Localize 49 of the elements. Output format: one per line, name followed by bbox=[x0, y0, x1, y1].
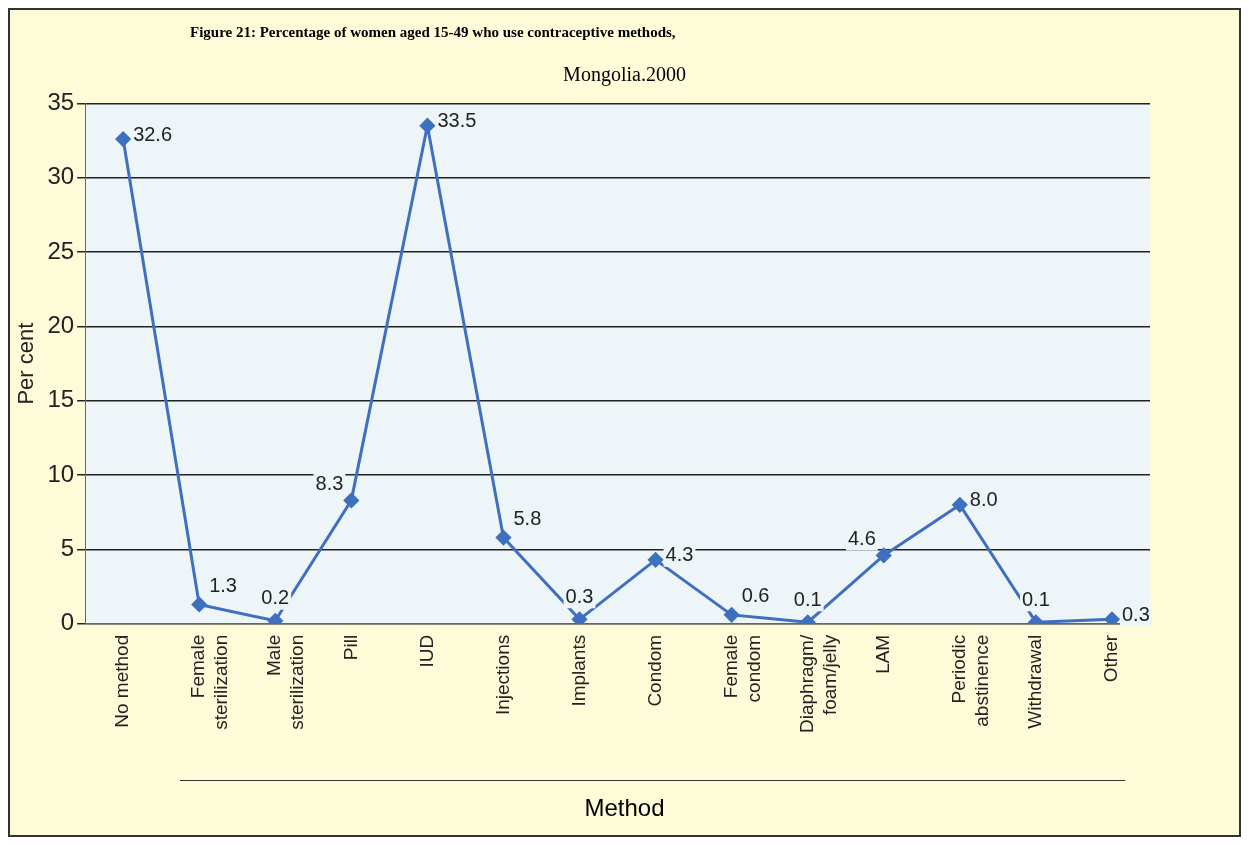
x-tick-label: Female sterilization bbox=[187, 634, 232, 730]
y-tick-label: 15 bbox=[47, 385, 75, 413]
x-tick-label: Periodic abstinence bbox=[948, 634, 992, 727]
x-tick-label: Female condom bbox=[719, 634, 764, 703]
x-tick-label: IUD bbox=[415, 634, 437, 668]
x-tick-label: Implants bbox=[567, 634, 589, 707]
y-tick-label: 25 bbox=[47, 236, 75, 264]
x-tick-label: Pill bbox=[339, 634, 361, 661]
x-tick-label: LAM bbox=[872, 634, 894, 674]
x-tick-label: No method bbox=[111, 634, 133, 728]
point bbox=[876, 547, 892, 563]
data-label: 4.6 bbox=[847, 526, 876, 549]
data-label: 0.1 bbox=[1022, 587, 1050, 610]
data-label: 0.3 bbox=[565, 584, 594, 607]
data-label: 32.6 bbox=[133, 122, 173, 145]
x-axis-title: Method bbox=[583, 794, 666, 822]
point bbox=[724, 607, 740, 623]
y-tick-label: 5 bbox=[60, 534, 75, 562]
y-tick-label: 35 bbox=[47, 88, 75, 116]
chart-subtitle: Mongolia.2000 bbox=[562, 63, 687, 86]
x-tick-label: Injections bbox=[491, 634, 513, 716]
x-tick-label: Withdrawal bbox=[1024, 634, 1046, 729]
data-label: 4.3 bbox=[665, 543, 694, 566]
point bbox=[572, 611, 588, 624]
data-label: 0.3 bbox=[1121, 602, 1150, 625]
point bbox=[495, 530, 511, 546]
point bbox=[191, 596, 207, 612]
x-tick-label: Condom bbox=[643, 634, 665, 707]
point bbox=[419, 118, 435, 134]
data-label: 5.8 bbox=[513, 507, 542, 530]
data-label: 8.0 bbox=[969, 488, 998, 511]
data-label: 33.5 bbox=[437, 109, 477, 132]
y-tick-label: 10 bbox=[47, 459, 75, 487]
x-tick-label: Other bbox=[1100, 634, 1122, 683]
data-label: 0.6 bbox=[741, 584, 770, 607]
chart-title: Figure 21: Percentage of women aged 15-49 who use contraceptive methods, bbox=[189, 23, 677, 41]
y-tick-label: 30 bbox=[47, 162, 75, 190]
data-label: 0.2 bbox=[261, 586, 290, 609]
point bbox=[1104, 611, 1120, 624]
data-label: 0.1 bbox=[793, 587, 822, 610]
point bbox=[343, 492, 359, 508]
point bbox=[952, 497, 968, 513]
data-label: 8.3 bbox=[315, 471, 344, 494]
point bbox=[648, 552, 664, 568]
point bbox=[115, 131, 131, 147]
y-tick-label: 0 bbox=[60, 608, 75, 636]
y-tick-label: 20 bbox=[47, 311, 75, 339]
y-axis-title: Per cent bbox=[13, 322, 39, 405]
data-label: 1.3 bbox=[209, 573, 237, 596]
